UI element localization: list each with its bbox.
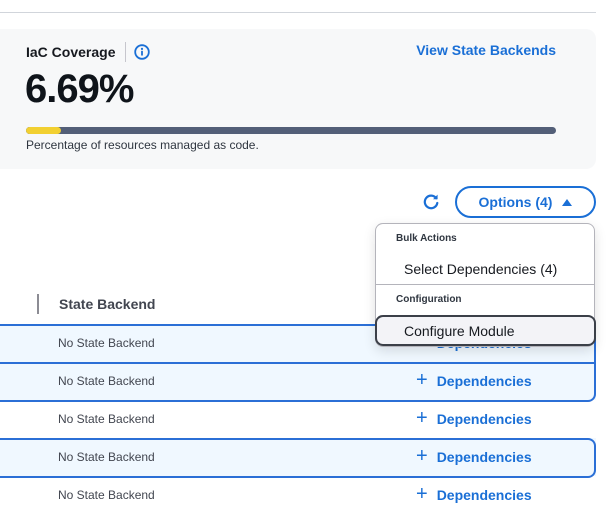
selection-row-divider [0,362,594,364]
state-backend-cell: No State Backend [58,450,155,464]
card-header: IaC Coverage [26,42,151,62]
title-separator [125,42,127,62]
view-state-backends-link[interactable]: View State Backends [416,42,556,58]
plus-icon: + [416,445,428,467]
coverage-value: 6.69% [25,67,134,111]
dropdown-divider [376,284,594,285]
progress-fill [26,127,62,134]
dropdown-group-label: Configuration [396,294,462,305]
menu-item-select-dependencies[interactable]: Select Dependencies (4) [404,260,558,277]
add-dependencies-button[interactable]: +Dependencies [416,445,532,467]
column-resize-handle[interactable] [37,294,39,314]
add-dependencies-button[interactable]: +Dependencies [416,483,532,505]
state-backend-cell: No State Backend [58,374,155,388]
table-row[interactable]: No State Backend +Dependencies [0,362,596,400]
table-body: No State Backend +Dependencies No State … [0,324,596,514]
options-dropdown-menu: Bulk Actions Select Dependencies (4) Con… [375,223,596,347]
options-label: Options (4) [478,194,553,210]
state-backend-cell: No State Backend [58,412,155,426]
plus-icon: + [416,369,428,391]
coverage-progress-bar [26,127,556,134]
plus-icon: + [416,483,428,505]
state-backend-cell: No State Backend [58,488,155,502]
options-button[interactable]: Options (4) [455,186,596,218]
dropdown-group-label: Bulk Actions [396,233,457,244]
iac-coverage-card: IaC Coverage View State Backends 6.69% P… [0,29,596,169]
card-title: IaC Coverage [26,44,116,60]
top-divider [0,12,596,13]
table-row[interactable]: No State Backend +Dependencies [0,400,596,438]
add-dependencies-button[interactable]: +Dependencies [416,407,532,429]
coverage-caption: Percentage of resources managed as code. [26,138,259,152]
refresh-icon[interactable] [421,192,441,212]
column-header-state-backend[interactable]: State Backend [59,296,156,312]
table-header: State Backend [0,290,596,324]
menu-item-configure-module[interactable]: Configure Module [375,315,596,346]
state-backend-cell: No State Backend [58,336,155,350]
add-dependencies-button[interactable]: +Dependencies [416,369,532,391]
caret-up-icon [562,198,573,206]
info-icon[interactable] [134,44,151,60]
table-row[interactable]: No State Backend +Dependencies [0,438,596,476]
table-row[interactable]: No State Backend +Dependencies [0,476,596,514]
plus-icon: + [416,407,428,429]
